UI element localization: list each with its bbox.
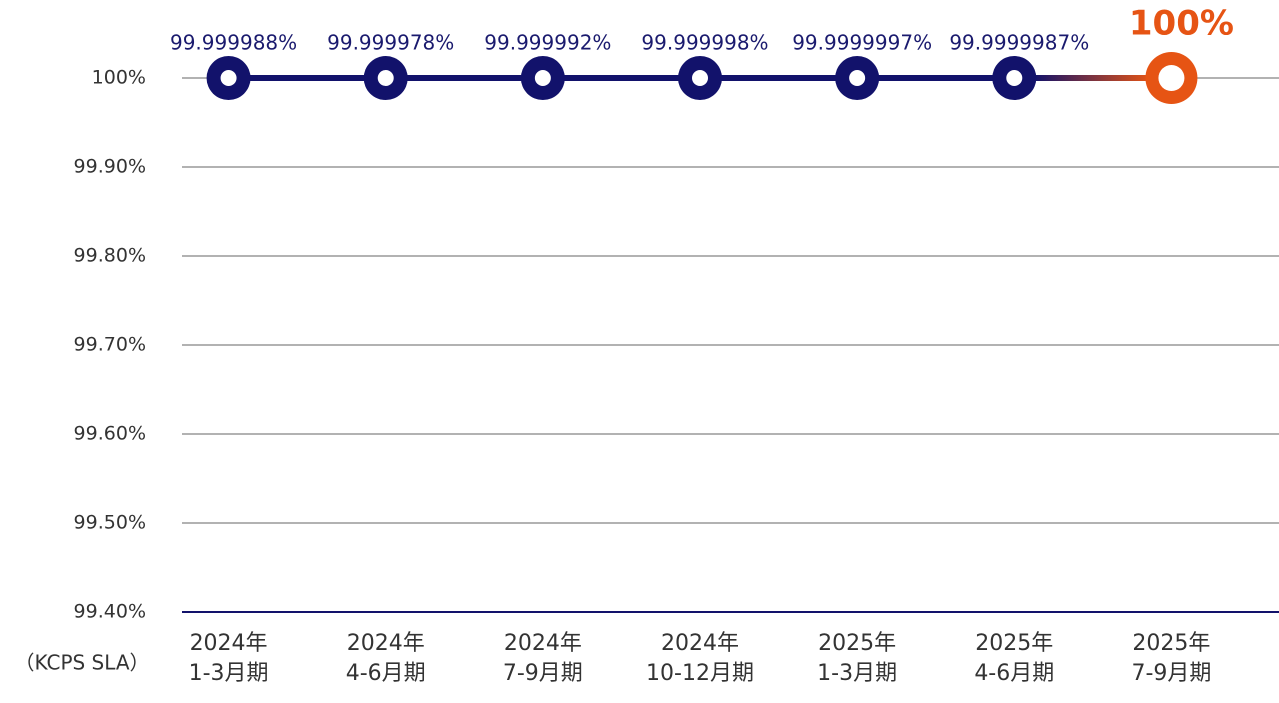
x-tick-label: 2025年 — [818, 631, 896, 656]
y-tick-label: 99.60% — [74, 423, 146, 445]
y-tick-label: 100% — [92, 67, 146, 89]
data-point-center — [220, 70, 237, 87]
x-tick-label: 2025年 — [1132, 631, 1210, 656]
x-tick-label: 7-9月期 — [503, 661, 583, 686]
x-tick-label: 1-3月期 — [189, 661, 269, 686]
x-tick-label: 2024年 — [504, 631, 582, 656]
x-tick-label: 4-6月期 — [974, 661, 1054, 686]
x-tick-label: 2024年 — [347, 631, 425, 656]
value-label: 100% — [1129, 4, 1234, 44]
data-point-center — [1158, 65, 1185, 91]
x-tick-label: 4-6月期 — [346, 661, 426, 686]
y-tick-label: 99.80% — [74, 245, 146, 267]
data-point-center — [692, 70, 708, 87]
value-label: 99.999978% — [327, 31, 454, 55]
x-tick-label: 2025年 — [975, 631, 1053, 656]
x-tick-label: 10-12月期 — [646, 661, 754, 686]
value-label: 99.999988% — [170, 31, 297, 55]
y-tick-label: 99.40% — [74, 601, 146, 623]
value-label: 99.999998% — [641, 31, 768, 55]
x-tick-label: 7-9月期 — [1131, 661, 1211, 686]
value-label: 99.999992% — [484, 31, 611, 55]
data-point-center — [849, 70, 866, 87]
y-axis-label: （KCPS SLA） — [14, 651, 149, 675]
x-tick-label: 2024年 — [661, 631, 739, 656]
x-tick-label: 1-3月期 — [817, 661, 897, 686]
value-label: 99.9999997% — [792, 31, 932, 55]
y-tick-label: 99.90% — [74, 156, 146, 178]
value-label: 99.9999987% — [949, 31, 1089, 55]
x-tick-label: 2024年 — [190, 631, 268, 656]
data-point-center — [377, 70, 394, 87]
y-tick-label: 99.50% — [74, 512, 146, 534]
data-point-center — [1006, 70, 1023, 87]
data-point-center — [534, 70, 551, 87]
y-tick-label: 99.70% — [74, 334, 146, 356]
